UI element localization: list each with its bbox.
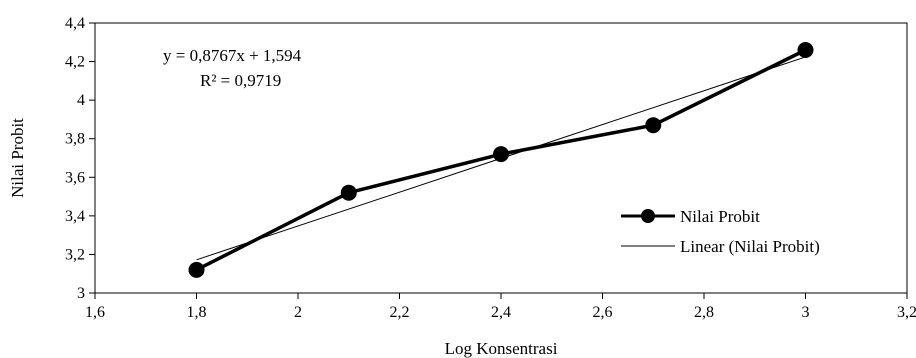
y-tick-label: 3,4 (65, 208, 85, 225)
y-tick-label: 3,6 (65, 169, 85, 186)
y-tick-label: 3,8 (65, 131, 85, 148)
x-tick-label: 2,6 (593, 304, 613, 321)
x-tick-label: 2,2 (390, 304, 410, 321)
data-point (340, 184, 357, 201)
data-point (645, 117, 662, 134)
equation-annotation: y = 0,8767x + 1,594 (163, 46, 302, 65)
y-axis-title: Nilai Probit (8, 118, 27, 198)
y-tick-label: 4 (77, 92, 85, 109)
x-tick-label: 1,6 (85, 304, 105, 321)
legend-series-marker (641, 209, 655, 223)
y-tick-label: 4,4 (65, 15, 85, 32)
x-axis-ticks: 1,6 1,8 2 2,2 2,4 2,6 2,8 3 3,2 (85, 293, 916, 321)
y-tick-label: 3 (77, 285, 85, 302)
x-tick-label: 2,8 (694, 304, 714, 321)
data-point (493, 146, 509, 163)
x-tick-label: 3 (802, 304, 810, 321)
x-tick-label: 1,8 (187, 304, 207, 321)
legend: Nilai Probit Linear (Nilai Probit) (621, 207, 820, 256)
data-point (188, 261, 205, 278)
x-tick-label: 2,4 (491, 304, 511, 321)
data-point (797, 42, 814, 58)
y-axis-ticks: 3 3,2 3,4 3,6 3,8 4 4,2 4,4 (65, 15, 95, 302)
x-tick-label: 3,2 (897, 304, 916, 321)
r-squared-annotation: R² = 0,9719 (200, 71, 281, 90)
y-tick-label: 3,2 (65, 246, 85, 263)
series-layer (188, 42, 814, 278)
x-tick-label: 2 (294, 304, 302, 321)
legend-trendline-label: Linear (Nilai Probit) (680, 237, 820, 256)
legend-series-label: Nilai Probit (680, 207, 760, 226)
y-tick-label: 4,2 (65, 54, 85, 71)
x-axis-title: Log Konsentrasi (445, 339, 558, 358)
